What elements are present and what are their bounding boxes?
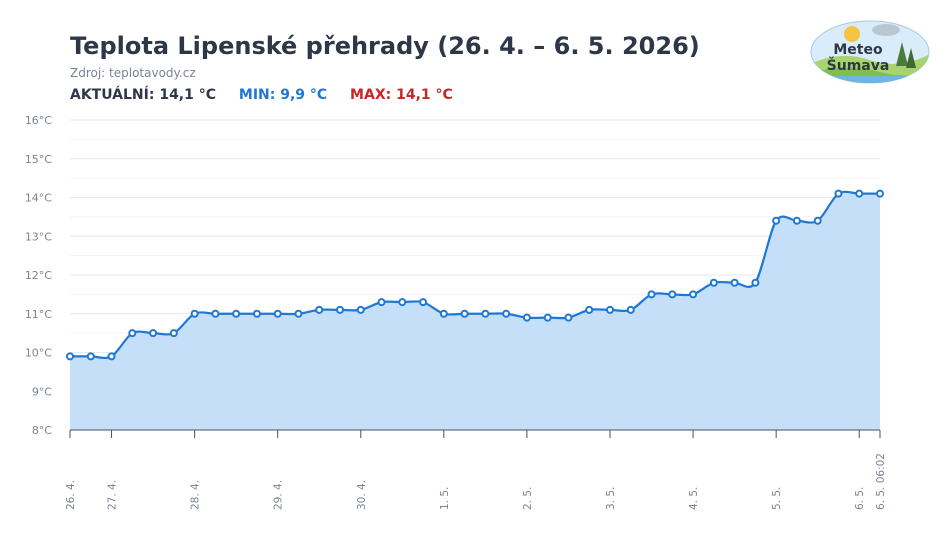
data-point[interactable] [273, 309, 282, 318]
y-tick-label: 9°C [32, 385, 52, 398]
data-point[interactable] [689, 290, 698, 299]
data-point[interactable] [606, 305, 614, 314]
data-point[interactable] [439, 309, 448, 318]
stats-row: AKTUÁLNÍ: 14,1 °C MIN: 9,9 °C MAX: 14,1 … [70, 87, 471, 103]
y-tick-label: 11°C [25, 308, 52, 321]
tree-icon [896, 42, 908, 66]
x-tick-label: 5. 5. [771, 487, 783, 510]
y-tick-label: 15°C [25, 153, 52, 166]
data-point[interactable] [543, 313, 552, 322]
x-tick-label: 3. 5. [605, 487, 617, 510]
current-temperature: AKTUÁLNÍ: 14,1 °C [70, 87, 217, 103]
data-point[interactable] [730, 278, 739, 287]
y-tick-label: 16°C [25, 114, 52, 127]
y-tick-label: 14°C [25, 192, 52, 205]
data-point[interactable] [772, 216, 781, 225]
data-point[interactable] [751, 278, 760, 287]
data-point[interactable] [232, 309, 241, 318]
x-tick-label: 6. 5. 06:02 [875, 453, 887, 510]
data-point[interactable] [169, 329, 178, 338]
logo-text-line2: Šumava [827, 56, 890, 74]
x-tick-label: 26. 4. [65, 480, 77, 510]
data-point[interactable] [481, 309, 490, 318]
data-point[interactable] [377, 298, 386, 307]
data-point[interactable] [190, 309, 199, 318]
data-point[interactable] [336, 305, 344, 314]
x-tick-label: 2. 5. [522, 487, 534, 510]
x-tick-label: 27. 4. [107, 480, 119, 510]
x-tick-label: 4. 5. [688, 487, 700, 510]
y-tick-label: 13°C [25, 230, 52, 243]
data-point[interactable] [855, 189, 864, 198]
x-tick-label: 6. 5. [854, 487, 866, 510]
data-point[interactable] [647, 290, 656, 299]
data-point[interactable] [564, 313, 573, 322]
series-line [70, 190, 880, 360]
data-point[interactable] [502, 309, 511, 318]
sun-icon [844, 26, 860, 42]
data-point[interactable] [709, 278, 718, 287]
y-tick-label: 12°C [25, 269, 52, 282]
data-point[interactable] [585, 305, 594, 314]
data-point[interactable] [668, 290, 677, 299]
data-point[interactable] [128, 329, 137, 338]
data-point[interactable] [460, 309, 469, 318]
data-point[interactable] [252, 309, 261, 318]
max-temperature: MAX: 14,1 °C [350, 87, 453, 103]
data-point[interactable] [294, 309, 303, 318]
series-points [66, 189, 884, 361]
data-point[interactable] [149, 329, 158, 338]
data-point[interactable] [792, 216, 801, 225]
source-label: Zdroj: teplotavody.cz [70, 66, 196, 80]
data-point[interactable] [398, 298, 407, 307]
data-point[interactable] [813, 216, 822, 225]
min-temperature: MIN: 9,9 °C [238, 87, 328, 103]
data-point[interactable] [876, 189, 884, 198]
x-axis: 26. 4. 27. 4. 28. 4. 29. 4. 30. 4. 1. 5. 2. 5.… [65, 430, 887, 510]
data-point[interactable] [211, 309, 220, 318]
cloud-icon [872, 24, 900, 36]
x-tick-label: 1. 5. [439, 487, 451, 510]
y-axis: 8°C 9°C 10°C 11°C 12°C 13°C 14°C 15°C 16°C [25, 114, 52, 437]
x-tick-label: 28. 4. [190, 480, 202, 510]
data-point[interactable] [356, 305, 365, 314]
data-point[interactable] [86, 352, 95, 361]
y-tick-label: 8°C [32, 424, 52, 437]
x-tick-label: 30. 4. [356, 480, 368, 510]
data-point[interactable] [626, 305, 635, 314]
y-tick-label: 10°C [25, 347, 52, 360]
series-area [70, 191, 880, 430]
data-point[interactable] [834, 189, 843, 198]
data-point[interactable] [315, 305, 324, 314]
logo-text-line1: Meteo [833, 42, 883, 58]
data-point[interactable] [419, 298, 428, 307]
data-point[interactable] [522, 313, 531, 322]
chart-title: Teplota Lipenské přehrady (26. 4. – 6. 5… [70, 32, 700, 60]
meteo-sumava-logo[interactable]: Meteo Šumava [810, 20, 930, 84]
x-tick-label: 29. 4. [273, 480, 285, 510]
data-point[interactable] [66, 352, 74, 361]
data-point[interactable] [107, 352, 116, 361]
